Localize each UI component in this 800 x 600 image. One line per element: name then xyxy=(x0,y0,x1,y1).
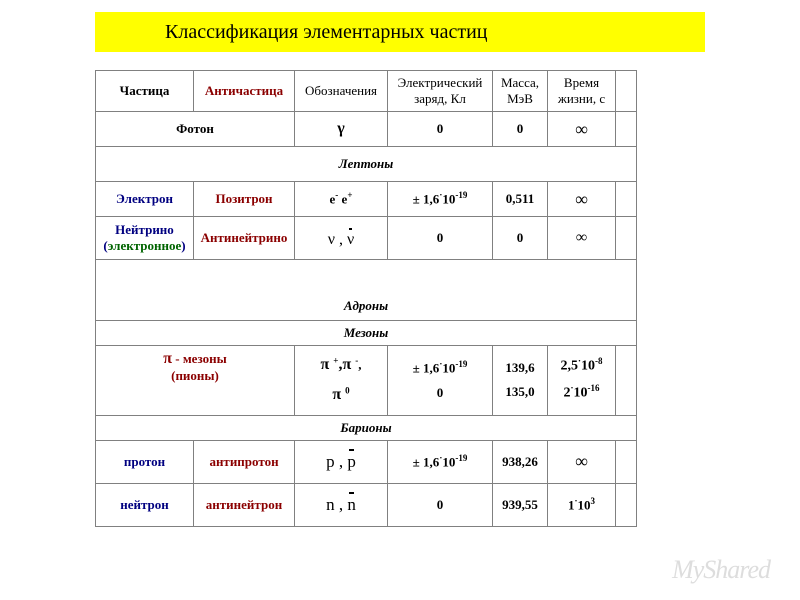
row-cat-baryons: Барионы xyxy=(96,415,637,440)
neutrino-charge: 0 xyxy=(388,217,493,260)
cat-leptons: Лептоны xyxy=(96,147,637,182)
table-header-row: Частица Античастица Обозначения Электрич… xyxy=(96,71,637,112)
electron-symbol: e- e+ xyxy=(295,182,388,217)
photon-charge: 0 xyxy=(388,112,493,147)
antiproton-name: антипротон xyxy=(194,440,295,483)
electron-life: ∞ xyxy=(548,182,616,217)
cat-hadrons: Адроны xyxy=(96,260,637,321)
pions-name: π π - мезоны- мезоны (пионы) xyxy=(96,346,295,416)
proton-charge: ± 1,6·10-19 xyxy=(388,440,493,483)
row-electron: Электрон Позитрон e- e+ ± 1,6·10-19 0,51… xyxy=(96,182,637,217)
cell-empty xyxy=(616,440,637,483)
neutron-mass: 939,55 xyxy=(493,483,548,526)
cell-empty xyxy=(616,217,637,260)
cell-empty xyxy=(616,112,637,147)
pions-mass: 139,6135,0 xyxy=(493,346,548,416)
hdr-extra xyxy=(616,71,637,112)
row-pions: π π - мезоны- мезоны (пионы) π +,π -, π … xyxy=(96,346,637,416)
hdr-mass: Масса, МэВ xyxy=(493,71,548,112)
page-title: Классификация элементарных частиц xyxy=(95,12,705,52)
positron-name: Позитрон xyxy=(194,182,295,217)
row-proton: протон антипротон p , p ± 1,6·10-19 938,… xyxy=(96,440,637,483)
pions-charge: ± 1,6·10-19 0 xyxy=(388,346,493,416)
hdr-lifetime: Время жизни, с xyxy=(548,71,616,112)
row-neutrino: Нейтрино ((электронное)электронное) Анти… xyxy=(96,217,637,260)
electron-name: Электрон xyxy=(96,182,194,217)
hdr-antiparticle: Античастица xyxy=(194,71,295,112)
neutrino-life: ∞ xyxy=(548,217,616,260)
hdr-charge: Электрический заряд, Кл xyxy=(388,71,493,112)
cat-mesons: Мезоны xyxy=(96,321,637,346)
electron-mass: 0,511 xyxy=(493,182,548,217)
antineutrino-name: Антинейтрино xyxy=(194,217,295,260)
neutrino-mass: 0 xyxy=(493,217,548,260)
row-cat-leptons: Лептоны xyxy=(96,147,637,182)
proton-life: ∞ xyxy=(548,440,616,483)
hdr-particle: Частица xyxy=(96,71,194,112)
hdr-symbol: Обозначения xyxy=(295,71,388,112)
pions-life: 2,5·10-8 2·10-16 xyxy=(548,346,616,416)
proton-mass: 938,26 xyxy=(493,440,548,483)
photon-life: ∞ xyxy=(548,112,616,147)
neutron-charge: 0 xyxy=(388,483,493,526)
proton-symbol: p , p xyxy=(295,440,388,483)
cat-baryons: Барионы xyxy=(96,415,637,440)
antineutron-name: антинейтрон xyxy=(194,483,295,526)
row-photon: Фотон γ 0 0 ∞ xyxy=(96,112,637,147)
neutrino-name: Нейтрино ((электронное)электронное) xyxy=(96,217,194,260)
particles-table: Частица Античастица Обозначения Электрич… xyxy=(95,70,637,527)
row-cat-hadrons: Адроны xyxy=(96,260,637,321)
cell-empty xyxy=(616,483,637,526)
cell-empty xyxy=(616,182,637,217)
row-cat-mesons: Мезоны xyxy=(96,321,637,346)
electron-charge: ± 1,6·10-19 xyxy=(388,182,493,217)
neutron-life: 1·103 xyxy=(548,483,616,526)
cell-empty xyxy=(616,346,637,416)
pions-symbol: π +,π -, π 0 xyxy=(295,346,388,416)
photon-name: Фотон xyxy=(96,112,295,147)
proton-name: протон xyxy=(96,440,194,483)
photon-mass: 0 xyxy=(493,112,548,147)
neutron-symbol: n , n xyxy=(295,483,388,526)
row-neutron: нейтрон антинейтрон n , n 0 939,55 1·103 xyxy=(96,483,637,526)
neutron-name: нейтрон xyxy=(96,483,194,526)
neutrino-symbol: ν , ν xyxy=(295,217,388,260)
photon-symbol: γ xyxy=(295,112,388,147)
watermark: MyShared xyxy=(672,555,770,585)
